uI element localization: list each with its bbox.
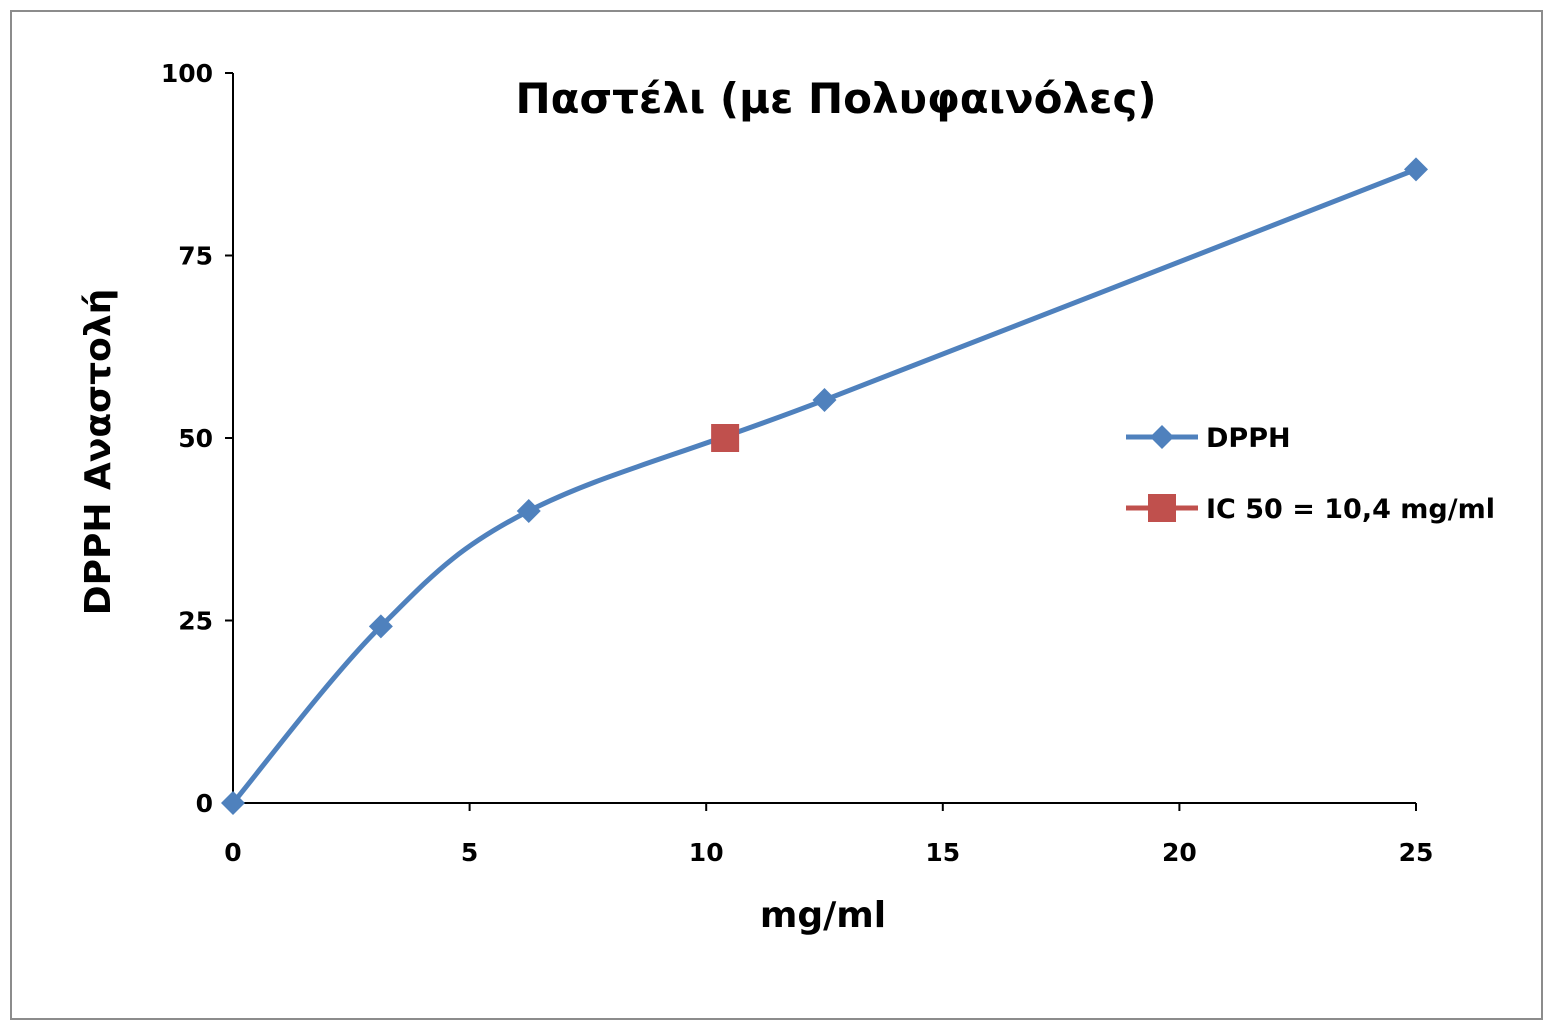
- x-tick-label: 10: [689, 838, 724, 867]
- x-tick-label: 0: [224, 838, 241, 867]
- data-point-series-1: [711, 424, 740, 452]
- series-layer: [221, 157, 1428, 815]
- x-tick-label: 25: [1399, 838, 1434, 867]
- chart-title: Παστέλι (με Πολυφαινόλες): [515, 74, 1156, 123]
- chart-frame: [10, 10, 1543, 1020]
- data-point-series-0: [221, 791, 245, 815]
- legend-swatch-marker: [1148, 494, 1176, 522]
- y-tick-label: 75: [178, 242, 213, 271]
- y-tick-label: 25: [178, 607, 213, 636]
- legend-label: DPPH: [1206, 423, 1291, 454]
- y-axis-title: DPPH Αναστολή: [78, 289, 119, 616]
- x-axis-title: mg/ml: [760, 895, 886, 936]
- data-point-series-0: [368, 614, 393, 639]
- y-ticks: 0 25 50 75 100: [161, 59, 233, 818]
- legend-label: IC 50 = 10,4 mg/ml: [1206, 494, 1495, 525]
- data-point-series-0: [812, 388, 837, 413]
- legend-swatch-marker: [1150, 425, 1174, 449]
- y-tick-label: 100: [161, 59, 213, 88]
- data-point-series-0: [516, 499, 541, 523]
- x-tick-label: 5: [461, 838, 478, 867]
- x-tick-label: 15: [925, 838, 960, 867]
- y-tick-label: 50: [178, 424, 213, 453]
- data-point-series-0: [1404, 157, 1428, 182]
- x-ticks: 0 5 10 15 20 25: [224, 803, 1433, 867]
- x-tick-label: 20: [1162, 838, 1197, 867]
- series-line-0: [231, 167, 1417, 805]
- y-tick-label: 0: [196, 789, 213, 818]
- legend: DPPH IC 50 = 10,4 mg/ml: [1126, 423, 1495, 525]
